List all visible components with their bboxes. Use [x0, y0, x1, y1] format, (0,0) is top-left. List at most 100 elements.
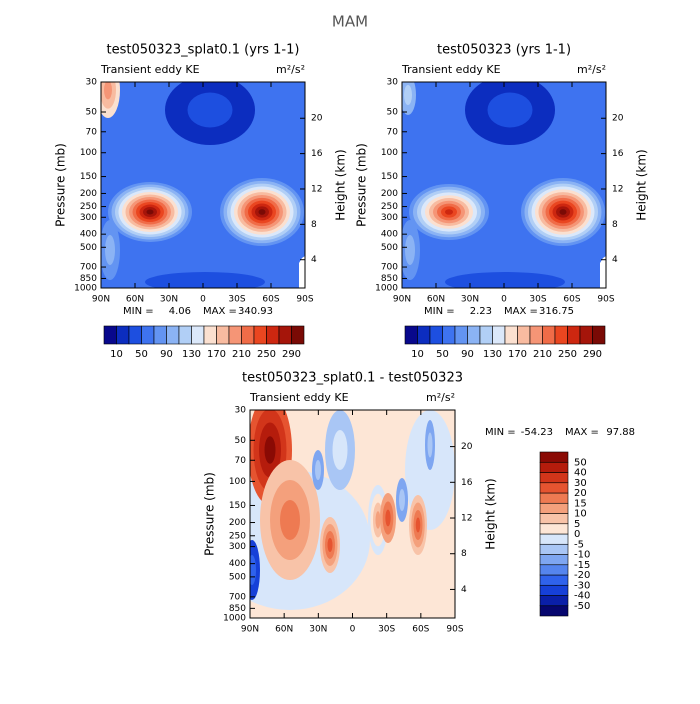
colorbar-box — [116, 325, 130, 345]
contour-fill — [399, 489, 405, 511]
contour-fill — [404, 85, 412, 105]
x-tick-label: 90N — [393, 295, 411, 305]
colorbar-box — [539, 513, 569, 525]
y-tick-label: 1000 — [74, 284, 97, 294]
colorbar-label: 90 — [160, 349, 173, 360]
colorbar-box — [166, 325, 180, 345]
y-tick-label: 700 — [229, 592, 246, 602]
x-tick-label: 30N — [461, 295, 479, 305]
colorbar-box — [539, 574, 569, 586]
y-tick-label: 70 — [86, 127, 98, 137]
y-axis-label: Pressure (mb) — [355, 143, 369, 227]
min-label: MIN = — [485, 427, 516, 438]
colorbar-box — [517, 325, 531, 345]
contour-fill — [415, 517, 421, 533]
x-tick-label: 60N — [427, 295, 445, 305]
y-tick-label: 30 — [235, 406, 247, 416]
contour-field — [101, 82, 305, 288]
y-tick-label: 1000 — [223, 614, 246, 624]
y2-tick-label: 20 — [461, 442, 473, 452]
colorbar-label: -15 — [574, 560, 590, 571]
colorbar-box — [278, 325, 292, 345]
colorbar-box — [228, 325, 242, 345]
colorbar-box — [539, 482, 569, 494]
colorbar-box — [554, 325, 568, 345]
colorbar-label: 170 — [207, 349, 226, 360]
contour-fill — [280, 500, 300, 540]
colorbar-label: 90 — [461, 349, 474, 360]
max-value: 97.88 — [606, 427, 635, 438]
y2-tick-label: 20 — [612, 114, 624, 124]
units: m²/s² — [426, 391, 455, 404]
x-tick-label: 60S — [563, 295, 580, 305]
colorbar-box — [216, 325, 230, 345]
colorbar-box — [567, 325, 581, 345]
contour-fill — [258, 209, 266, 215]
colorbar-label: 170 — [508, 349, 527, 360]
colorbar-box — [291, 325, 305, 345]
max-label: MAX = — [504, 306, 538, 317]
x-tick-label: 60N — [126, 295, 144, 305]
y-tick-label: 200 — [381, 189, 398, 199]
y-tick-label: 700 — [80, 263, 97, 273]
y-tick-label: 300 — [381, 213, 398, 223]
units: m²/s² — [276, 63, 305, 76]
contour-fill — [332, 430, 348, 470]
units: m²/s² — [577, 63, 606, 76]
contour-fill — [445, 272, 565, 288]
colorbar-box — [539, 502, 569, 514]
colorbar-box — [479, 325, 493, 345]
colorbar-label: 20 — [574, 488, 587, 499]
x-tick-label: 30N — [309, 625, 327, 635]
y-tick-label: 850 — [229, 604, 246, 614]
y-tick-label: 70 — [387, 127, 399, 137]
colorbar-box — [539, 451, 569, 463]
panel-subtitle: Transient eddy KE — [100, 63, 200, 76]
colorbar-box — [191, 325, 205, 345]
colorbar-label: 10 — [110, 349, 123, 360]
y-tick-label: 300 — [229, 542, 246, 552]
y2-tick-label: 12 — [461, 514, 472, 524]
figure-title: MAM — [332, 13, 368, 31]
colorbar-box — [579, 325, 593, 345]
colorbar-label: 50 — [436, 349, 449, 360]
colorbar-label: 15 — [574, 498, 587, 509]
contour-fill — [559, 209, 567, 215]
y-axis-label: Pressure (mb) — [54, 143, 68, 227]
x-tick-label: 90N — [241, 625, 259, 635]
y-tick-label: 30 — [86, 78, 98, 88]
x-tick-label: 90S — [446, 625, 463, 635]
x-tick-label: 30N — [160, 295, 178, 305]
y2-tick-label: 4 — [612, 255, 618, 265]
y-axis-label: Pressure (mb) — [203, 472, 217, 556]
colorbar-box — [429, 325, 443, 345]
colorbar-label: 50 — [135, 349, 148, 360]
contour-fill — [385, 509, 391, 527]
colorbar-label: 130 — [483, 349, 502, 360]
y-tick-label: 70 — [235, 456, 247, 466]
contour-fill — [264, 436, 276, 464]
min-label: MIN = — [123, 306, 154, 317]
colorbar-box — [539, 584, 569, 596]
y-tick-label: 850 — [381, 274, 398, 284]
y-tick-label: 50 — [387, 108, 399, 118]
y-tick-label: 400 — [80, 230, 97, 240]
x-tick-label: 90N — [92, 295, 110, 305]
y-tick-label: 300 — [80, 213, 97, 223]
colorbar-label: -5 — [574, 539, 584, 550]
y-tick-label: 700 — [381, 263, 398, 273]
colorbar-box — [539, 554, 569, 566]
y-tick-label: 400 — [229, 559, 246, 569]
contour-fill — [250, 555, 256, 585]
colorbar-box — [539, 605, 569, 617]
colorbar-box — [141, 325, 155, 345]
y-tick-label: 50 — [86, 108, 98, 118]
colorbar-label: 10 — [574, 509, 587, 520]
colorbar-box — [539, 461, 569, 473]
y-tick-label: 150 — [381, 172, 398, 182]
colorbar-label: -50 — [574, 601, 590, 612]
colorbar-box — [241, 325, 255, 345]
y2-tick-label: 16 — [612, 149, 624, 159]
x-tick-label: 0 — [200, 295, 206, 305]
contour-field — [250, 410, 455, 618]
